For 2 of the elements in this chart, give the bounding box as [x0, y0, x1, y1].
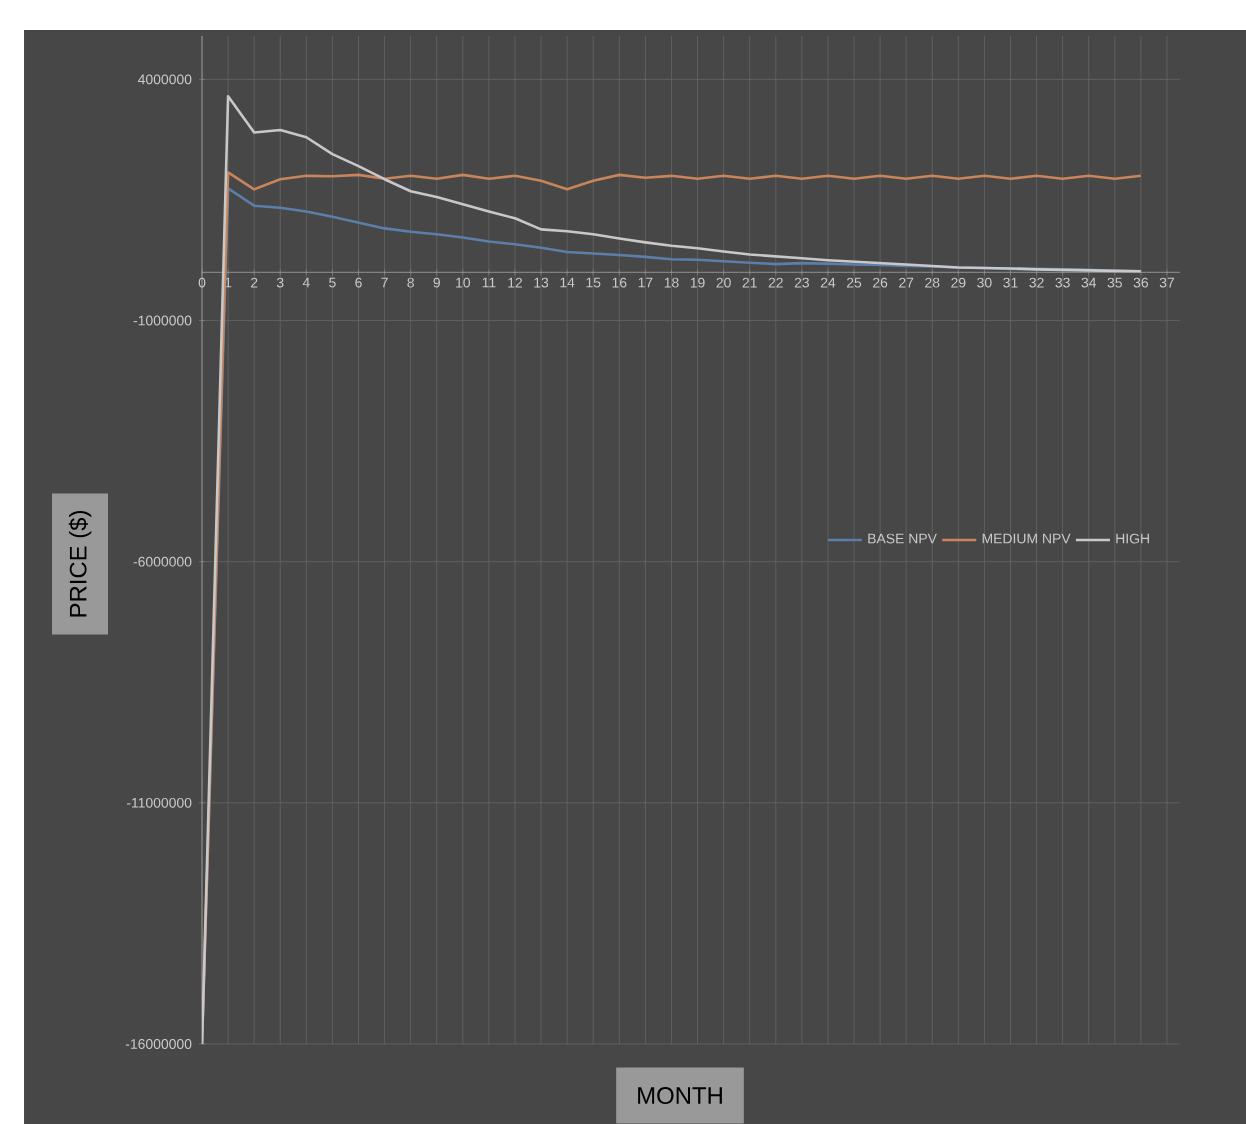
x-axis-title: MONTH	[638, 1087, 722, 1105]
y-axis-title: PRICE ($)	[68, 511, 92, 617]
